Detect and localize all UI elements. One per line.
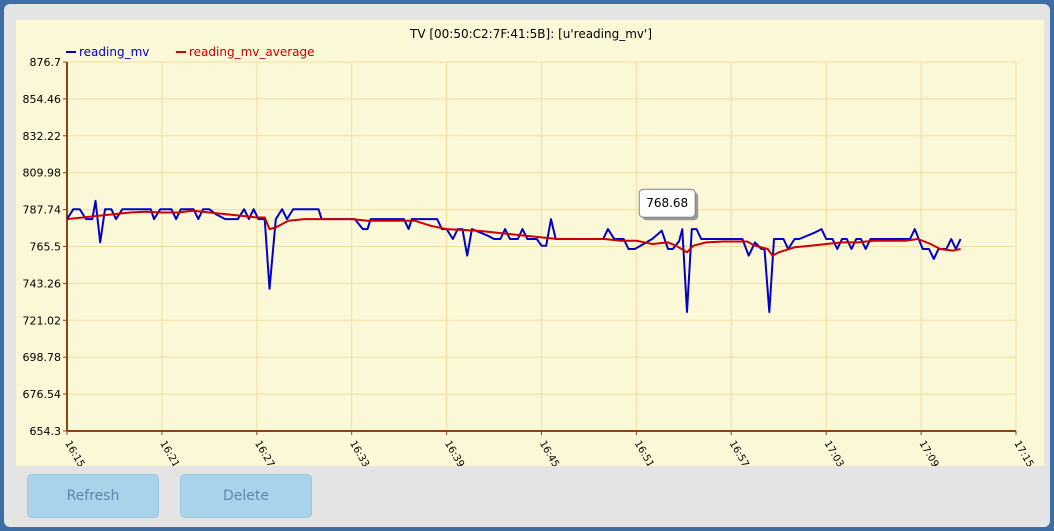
x-tick-label: 16:33 xyxy=(347,439,371,466)
legend-label-reading-mv: reading_mv xyxy=(79,45,149,59)
legend: reading_mv reading_mv_average xyxy=(66,45,315,59)
y-tick-label: 765.5 xyxy=(30,241,62,254)
series xyxy=(66,199,962,313)
y-tick-label: 832.22 xyxy=(23,130,62,143)
x-tick-label: 16:21 xyxy=(157,439,181,466)
legend-label-reading-mv-average: reading_mv_average xyxy=(189,45,315,59)
chart-panel: 654.3 676.54 698.78 721.02 743.26 765.5 787.74… xyxy=(16,20,1044,466)
x-tick-label: 16:39 xyxy=(442,439,466,466)
y-tick-label: 854.46 xyxy=(23,93,62,106)
window-panel: 654.3 676.54 698.78 721.02 743.26 765.5 787.74… xyxy=(4,4,1050,527)
y-tick-label: 721.02 xyxy=(23,314,62,327)
y-tick-label: 809.98 xyxy=(23,167,62,180)
y-tick-label: 654.3 xyxy=(30,425,62,438)
tooltip-box xyxy=(638,188,696,218)
x-tick-label: 17:09 xyxy=(917,439,941,466)
y-tick-labels: 654.3 676.54 698.78 721.02 743.26 765.5 787.74… xyxy=(23,56,67,438)
tooltip-text: 768.68 xyxy=(646,196,688,210)
y-tick-label: 676.54 xyxy=(23,388,62,401)
value-tooltip: 768.68 xyxy=(638,188,699,221)
y-tick-label: 876.7 xyxy=(30,56,62,69)
y-tick-label: 787.74 xyxy=(23,204,62,217)
refresh-button[interactable]: Refresh xyxy=(27,474,159,518)
x-tick-label: 17:15 xyxy=(1011,439,1035,466)
y-tick-label: 698.78 xyxy=(23,351,62,364)
series-line-reading-mv xyxy=(66,199,962,313)
line-chart: 654.3 676.54 698.78 721.02 743.26 765.5 787.74… xyxy=(23,27,1036,466)
x-tick-label: 16:57 xyxy=(727,439,751,466)
x-tick-label: 17:03 xyxy=(822,439,846,466)
chart-title: TV [00:50:C2:7F:41:5B]: [u'reading_mv'] xyxy=(409,27,652,41)
x-tick-labels: 16:15 16:21 16:27 16:33 16:39 16:45 16:51 16:57… xyxy=(62,431,1035,466)
x-tick-label: 16:27 xyxy=(252,439,276,466)
x-tick-label: 16:45 xyxy=(537,439,561,466)
y-tick-label: 743.26 xyxy=(23,277,62,290)
series-line-reading-mv-average xyxy=(66,209,961,257)
delete-button[interactable]: Delete xyxy=(180,474,312,518)
x-tick-label: 16:15 xyxy=(62,439,86,466)
x-tick-label: 16:51 xyxy=(632,439,656,466)
